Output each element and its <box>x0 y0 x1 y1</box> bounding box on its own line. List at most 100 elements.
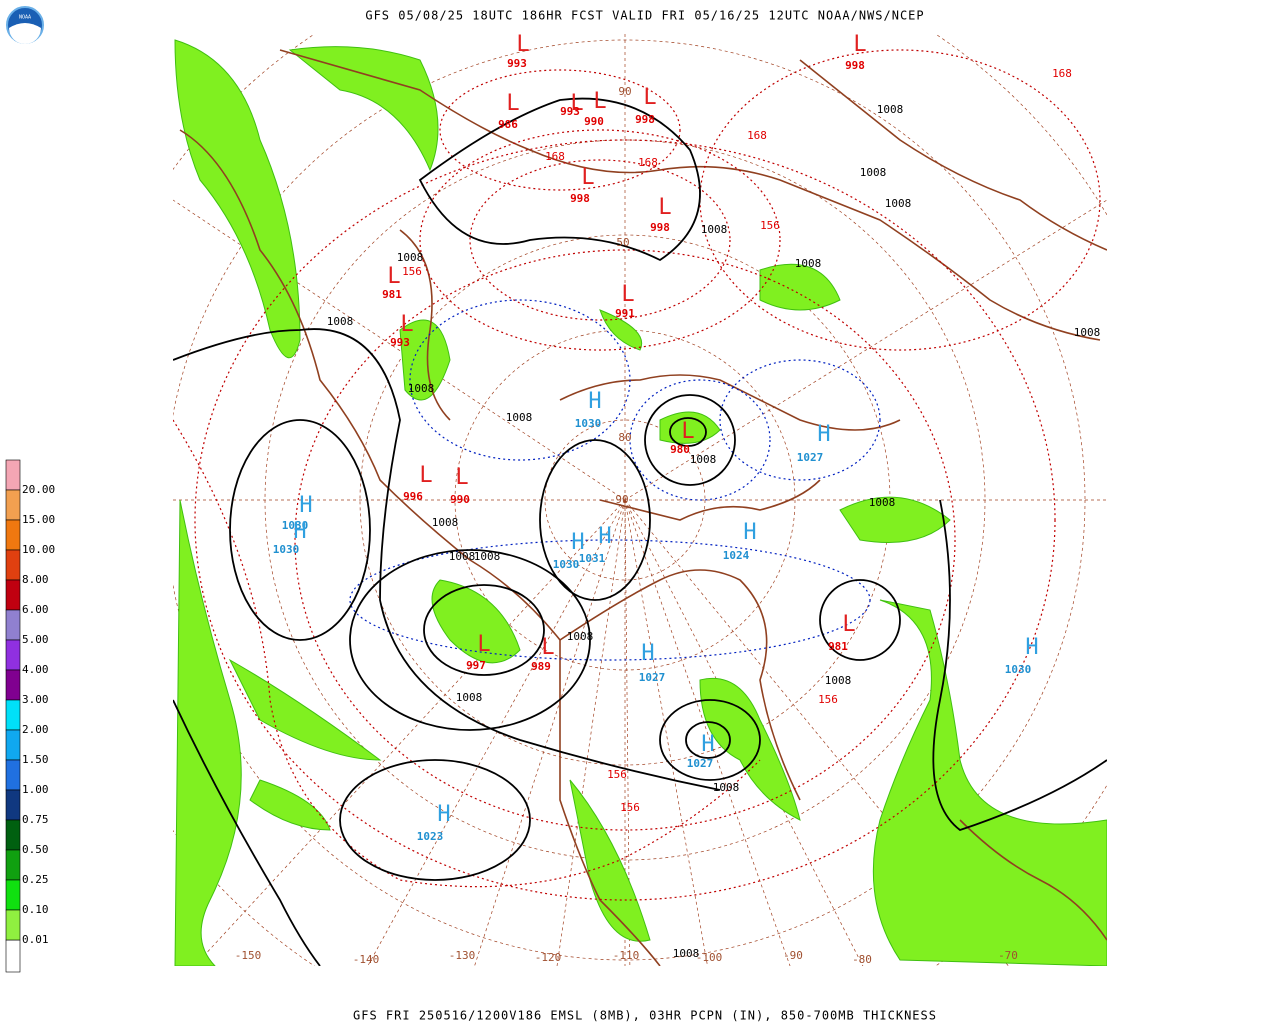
pressure-center-symbol: H <box>293 519 306 544</box>
isobar-label: 1008 <box>456 691 483 704</box>
legend-swatch <box>5 699 21 731</box>
pressure-center-value: 1024 <box>723 549 750 562</box>
legend-swatch <box>5 879 21 911</box>
pressure-center-value: 981 <box>828 640 848 653</box>
thickness-contours <box>173 49 1101 901</box>
pressure-center-value: 990 <box>450 493 470 506</box>
longitude-label: -130 <box>449 949 476 962</box>
legend-label: 3.00 <box>22 693 49 706</box>
legend-swatch <box>5 579 21 611</box>
isobar-label: 1008 <box>408 382 435 395</box>
pressure-center-value: 1027 <box>687 757 714 770</box>
longitude-label: -110 <box>613 949 640 962</box>
pressure-center-value: 1030 <box>575 417 602 430</box>
pressure-center-value: 1031 <box>579 552 606 565</box>
legend-label: 0.25 <box>22 873 49 886</box>
pressure-center-symbol: H <box>299 493 312 518</box>
thickness-label: 168 <box>545 150 565 163</box>
pressure-center-value: 997 <box>466 659 486 672</box>
thickness-label: 156 <box>607 768 627 781</box>
pressure-center-symbol: L <box>541 635 554 660</box>
thickness-label: 168 <box>747 129 767 142</box>
pressure-center-symbol: L <box>621 282 634 307</box>
pressure-center-value: 989 <box>531 660 551 673</box>
latitude-label: 90 <box>618 85 631 98</box>
pressure-center-value: 1027 <box>797 451 824 464</box>
legend: 20.00 15.00 10.00 8.00 6.00 5.00 4.00 3.00 2.00 1… <box>5 459 55 973</box>
pressure-center-symbol: L <box>581 165 594 190</box>
legend-label: 1.00 <box>22 783 49 796</box>
pressure-center-symbol: L <box>570 91 583 116</box>
legend-label: 0.50 <box>22 843 49 856</box>
isobar-label: 1008 <box>449 550 476 563</box>
pressure-center-value: 1030 <box>273 543 300 556</box>
pressure-center-value: 998 <box>635 113 655 126</box>
thickness-label: 168 <box>1052 67 1072 80</box>
longitude-label: -70 <box>998 949 1018 962</box>
latitude-label: 50 <box>616 236 629 249</box>
pressure-center-symbol: H <box>817 422 830 447</box>
pressure-center-value: 993 <box>390 336 410 349</box>
pressure-center-value: 981 <box>382 288 402 301</box>
longitude-label: -90 <box>783 949 803 962</box>
legend-swatch <box>5 639 21 671</box>
pressure-center-symbol: H <box>437 802 450 827</box>
isobar-label: 1008 <box>877 103 904 116</box>
legend-label: 0.75 <box>22 813 49 826</box>
title: GFS 05/08/25 18UTC 186HR FCST VALID FRI … <box>365 9 924 23</box>
pressure-center-symbol: L <box>419 463 432 488</box>
logo-text: NOAA <box>19 15 31 21</box>
isobar-label: 1008 <box>327 315 354 328</box>
pressure-center-value: 980 <box>670 443 690 456</box>
pressure-center-symbol: L <box>658 195 671 220</box>
isobar-label: 1008 <box>567 630 594 643</box>
longitude-label: -100 <box>696 951 723 964</box>
isobars <box>173 97 1107 966</box>
isobar-label: 1008 <box>860 166 887 179</box>
legend-label: 1.50 <box>22 753 49 766</box>
legend-label: 6.00 <box>22 603 49 616</box>
precipitation <box>174 39 1107 966</box>
isobar-label: 1008 <box>701 223 728 236</box>
pressure-center-value: 1027 <box>639 671 666 684</box>
pressure-center-value: 993 <box>560 105 580 118</box>
legend-swatch <box>5 489 21 521</box>
pressure-center-value: 998 <box>845 59 865 72</box>
pressure-center-symbol: L <box>400 312 413 337</box>
isobar-label: 1008 <box>795 257 822 270</box>
legend-swatch <box>5 759 21 791</box>
pressure-center-value: 1030 <box>1005 663 1032 676</box>
logo: NOAA <box>6 6 44 44</box>
pressure-center-symbol: H <box>701 732 714 757</box>
legend-label: 0.01 <box>22 933 49 946</box>
legend-swatch <box>5 849 21 881</box>
legend-swatch <box>5 549 21 581</box>
pressure-center-value: 993 <box>507 57 527 70</box>
blue-contours <box>349 299 881 661</box>
pressure-center-value: 986 <box>498 118 518 131</box>
legend-swatch <box>5 519 21 551</box>
pressure-center-value: 990 <box>584 115 604 128</box>
pressure-center-symbol: H <box>641 641 654 666</box>
legend-swatch <box>5 609 21 641</box>
pressure-center-value: 1030 <box>282 519 309 532</box>
legend-swatch <box>5 789 21 821</box>
pressure-center-value: 996 <box>403 490 423 503</box>
pressure-center-value: 1023 <box>417 830 444 843</box>
pressure-center-value: 998 <box>570 192 590 205</box>
legend-label: 8.00 <box>22 573 49 586</box>
pressure-center-symbol: L <box>506 91 519 116</box>
pressure-center-symbol: L <box>455 465 468 490</box>
pressure-center-symbol: H <box>1025 635 1038 660</box>
footer: GFS FRI 250516/1200V186 EMSL (8MB), 03HR… <box>353 1009 937 1023</box>
latitude-label: 80 <box>618 431 631 444</box>
isobar-label: 1008 <box>825 674 852 687</box>
longitude-label: -80 <box>852 953 872 966</box>
isobar-label: 1008 <box>474 550 501 563</box>
latitude-label: 90 <box>615 493 628 506</box>
isobar-label: 1008 <box>506 411 533 424</box>
legend-label: 10.00 <box>22 543 55 556</box>
longitude-label: -140 <box>353 953 380 966</box>
